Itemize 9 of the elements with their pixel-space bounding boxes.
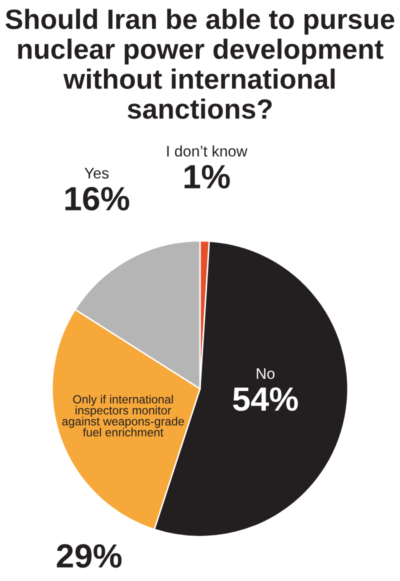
data-label: 54% — [233, 387, 298, 411]
slice-label: No — [256, 368, 274, 379]
slice-label: I don’t know — [167, 145, 248, 157]
data-label: 1% — [184, 165, 230, 188]
slice-label: Yes — [84, 168, 109, 179]
data-label: 29% — [56, 544, 122, 568]
slice-label: Only if international inspectors monitor against weapons-grade fuel enrichment — [62, 394, 184, 437]
data-label: 16% — [65, 186, 130, 211]
chart-title: Should Iran be able to pursue nuclear power development without international sanctions? — [6, 8, 394, 119]
